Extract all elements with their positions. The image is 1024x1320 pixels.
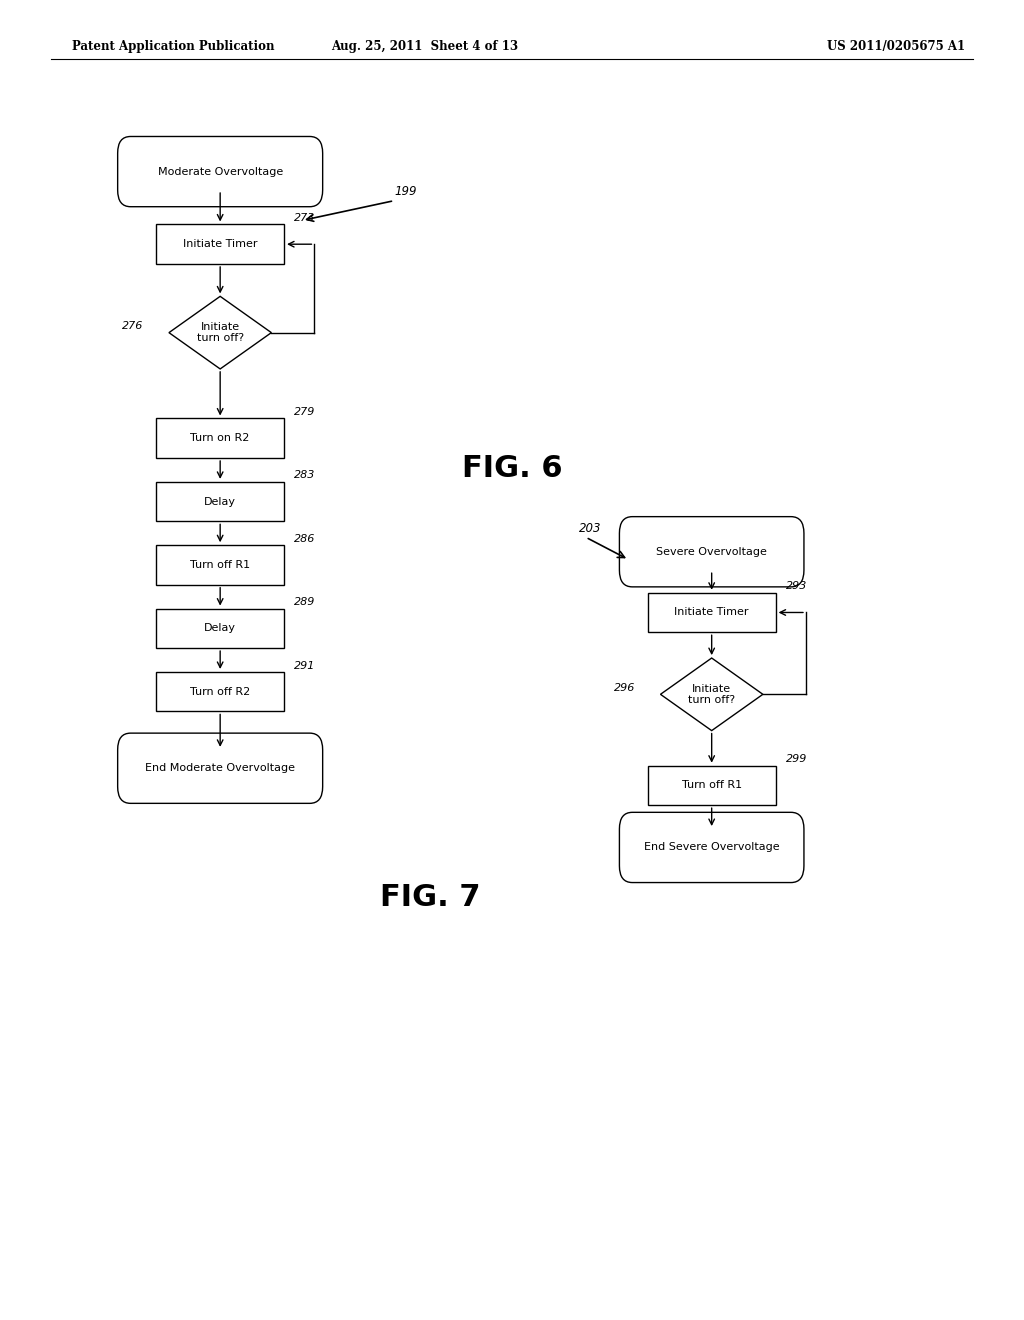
Bar — [647, 593, 776, 632]
Text: 276: 276 — [122, 321, 143, 331]
Text: End Severe Overvoltage: End Severe Overvoltage — [644, 842, 779, 853]
Bar — [647, 766, 776, 805]
Text: Turn off R1: Turn off R1 — [682, 780, 741, 791]
Text: 286: 286 — [295, 533, 315, 544]
Text: 296: 296 — [613, 682, 635, 693]
Text: Initiate Timer: Initiate Timer — [675, 607, 749, 618]
Bar — [156, 672, 284, 711]
Text: Turn off R1: Turn off R1 — [190, 560, 250, 570]
FancyBboxPatch shape — [118, 733, 323, 804]
Bar — [156, 418, 284, 458]
Text: End Moderate Overvoltage: End Moderate Overvoltage — [145, 763, 295, 774]
Text: Initiate
turn off?: Initiate turn off? — [688, 684, 735, 705]
Text: FIG. 7: FIG. 7 — [380, 883, 480, 912]
Text: Initiate Timer: Initiate Timer — [183, 239, 257, 249]
Text: 283: 283 — [295, 470, 315, 480]
Text: Delay: Delay — [204, 623, 237, 634]
Text: Initiate
turn off?: Initiate turn off? — [197, 322, 244, 343]
Bar — [156, 482, 284, 521]
Text: Aug. 25, 2011  Sheet 4 of 13: Aug. 25, 2011 Sheet 4 of 13 — [332, 40, 518, 53]
Text: Delay: Delay — [204, 496, 237, 507]
Text: FIG. 6: FIG. 6 — [462, 454, 562, 483]
Text: 293: 293 — [786, 581, 807, 591]
Text: 299: 299 — [786, 754, 807, 764]
Bar — [156, 224, 284, 264]
Text: 279: 279 — [295, 407, 315, 417]
Text: Severe Overvoltage: Severe Overvoltage — [656, 546, 767, 557]
Text: Turn on R2: Turn on R2 — [190, 433, 250, 444]
Polygon shape — [169, 297, 271, 368]
Text: 203: 203 — [579, 521, 601, 535]
Bar — [156, 545, 284, 585]
Bar — [156, 609, 284, 648]
FancyBboxPatch shape — [620, 516, 804, 587]
Text: Moderate Overvoltage: Moderate Overvoltage — [158, 166, 283, 177]
Text: Turn off R2: Turn off R2 — [190, 686, 250, 697]
FancyBboxPatch shape — [118, 136, 323, 207]
Text: 273: 273 — [295, 213, 315, 223]
FancyBboxPatch shape — [620, 812, 804, 883]
Text: US 2011/0205675 A1: US 2011/0205675 A1 — [827, 40, 965, 53]
Text: Patent Application Publication: Patent Application Publication — [72, 40, 274, 53]
Text: 199: 199 — [394, 185, 417, 198]
Text: 289: 289 — [295, 597, 315, 607]
Text: 291: 291 — [295, 660, 315, 671]
Polygon shape — [660, 659, 763, 731]
